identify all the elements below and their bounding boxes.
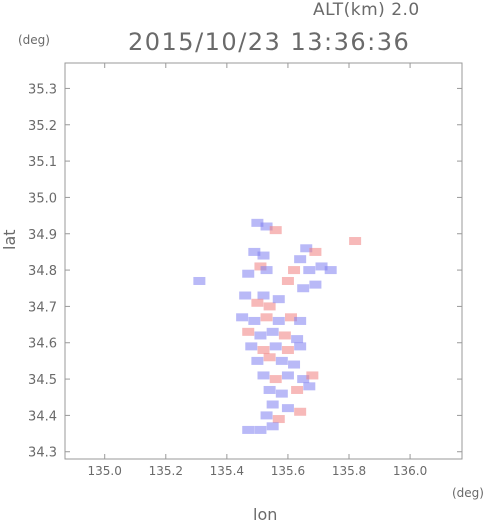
data-cell bbox=[263, 385, 276, 394]
data-cell bbox=[263, 353, 276, 362]
data-cell bbox=[254, 331, 267, 340]
x-tick-label: 135.4 bbox=[210, 464, 244, 478]
data-cell bbox=[266, 327, 279, 336]
data-cell bbox=[275, 356, 288, 365]
y-tick-label: 34.7 bbox=[28, 300, 57, 315]
data-cell bbox=[242, 425, 255, 434]
x-tick-label: 135.6 bbox=[271, 464, 305, 478]
data-cell bbox=[266, 422, 279, 431]
x-tick-label: 136.0 bbox=[393, 464, 427, 478]
data-cell bbox=[193, 276, 206, 285]
data-cell bbox=[263, 302, 276, 311]
data-cell bbox=[294, 316, 307, 325]
y-axis-ticks: 34.3 34.4 34.5 34.6 34.7 34.8 34.9 35.0 35.1 35.2… bbox=[28, 82, 462, 461]
y-tick-label: 34.3 bbox=[28, 446, 57, 461]
x-unit-label: (deg) bbox=[452, 486, 484, 500]
data-cell bbox=[239, 291, 252, 300]
data-cell bbox=[303, 382, 316, 391]
data-cell bbox=[266, 400, 279, 409]
data-cell bbox=[281, 371, 294, 380]
data-cell bbox=[309, 280, 322, 289]
data-cell bbox=[275, 389, 288, 398]
data-cell bbox=[284, 313, 297, 322]
x-tick-label: 135.8 bbox=[332, 464, 366, 478]
y-tick-label: 34.4 bbox=[28, 409, 57, 424]
data-cell bbox=[306, 371, 319, 380]
data-cell bbox=[297, 284, 310, 293]
data-cell bbox=[248, 247, 261, 256]
data-cell bbox=[242, 269, 255, 278]
data-cell bbox=[278, 331, 291, 340]
data-cell bbox=[260, 266, 273, 275]
data-cell bbox=[257, 251, 270, 260]
data-cell bbox=[281, 276, 294, 285]
data-cells bbox=[193, 218, 362, 434]
altitude-label: ALT(km) 2.0 bbox=[313, 0, 420, 20]
data-cell bbox=[269, 226, 282, 235]
data-cell bbox=[269, 375, 282, 384]
data-cell bbox=[291, 335, 304, 344]
y-tick-label: 35.3 bbox=[28, 82, 57, 97]
y-tick-label: 34.5 bbox=[28, 373, 57, 388]
data-cell bbox=[260, 411, 273, 420]
data-cell bbox=[269, 342, 282, 351]
x-tick-label: 135.2 bbox=[149, 464, 183, 478]
data-cell bbox=[300, 244, 313, 253]
data-cell bbox=[257, 346, 270, 355]
y-tick-label: 35.1 bbox=[28, 155, 57, 170]
data-cell bbox=[294, 255, 307, 264]
data-cell bbox=[288, 360, 301, 369]
data-cell bbox=[349, 237, 362, 246]
x-tick-label: 135.0 bbox=[88, 464, 122, 478]
data-cell bbox=[236, 313, 249, 322]
y-tick-label: 34.6 bbox=[28, 337, 57, 352]
data-cell bbox=[272, 316, 285, 325]
y-tick-label: 35.2 bbox=[28, 119, 57, 134]
x-axis-label: lon bbox=[253, 505, 278, 524]
data-cell bbox=[272, 295, 285, 304]
data-cell bbox=[303, 266, 316, 275]
data-cell bbox=[260, 222, 273, 231]
data-cell bbox=[260, 313, 273, 322]
data-cell bbox=[281, 404, 294, 413]
data-cell bbox=[309, 247, 322, 256]
y-tick-label: 35.0 bbox=[28, 191, 57, 206]
x-axis-ticks: 135.0 135.2 135.4 135.6 135.8 136.0 bbox=[88, 63, 427, 478]
data-cell bbox=[324, 266, 337, 275]
data-cell bbox=[251, 298, 264, 307]
data-cell bbox=[254, 262, 267, 271]
data-cell bbox=[245, 342, 258, 351]
data-cell bbox=[251, 218, 264, 227]
data-cell bbox=[297, 375, 310, 384]
data-cell bbox=[272, 415, 285, 424]
data-cell bbox=[257, 371, 270, 380]
y-unit-label: (deg) bbox=[18, 33, 50, 47]
plot-frame bbox=[64, 62, 463, 460]
data-cell bbox=[242, 327, 255, 336]
data-cell bbox=[294, 407, 307, 416]
data-cell bbox=[288, 266, 301, 275]
data-cell bbox=[251, 356, 264, 365]
data-cell bbox=[291, 385, 304, 394]
data-cell bbox=[254, 425, 267, 434]
y-tick-label: 34.8 bbox=[28, 264, 57, 279]
data-cell bbox=[248, 316, 261, 325]
data-cell bbox=[294, 342, 307, 351]
data-cell bbox=[315, 262, 328, 271]
y-tick-label: 34.9 bbox=[28, 228, 57, 243]
data-cell bbox=[281, 346, 294, 355]
data-cell bbox=[257, 291, 270, 300]
timestamp-title: 2015/10/23 13:36:36 bbox=[128, 28, 411, 56]
